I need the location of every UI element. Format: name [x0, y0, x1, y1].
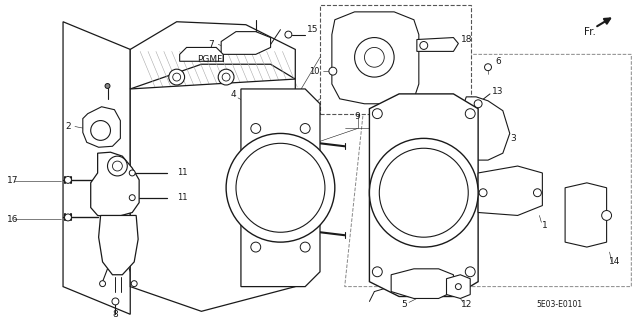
Polygon shape — [83, 107, 120, 147]
Text: 9: 9 — [355, 112, 360, 121]
Polygon shape — [369, 94, 478, 296]
Text: 16: 16 — [6, 215, 18, 224]
Circle shape — [113, 161, 122, 171]
Circle shape — [465, 267, 475, 277]
Polygon shape — [221, 32, 271, 54]
Circle shape — [108, 156, 127, 176]
Circle shape — [251, 242, 260, 252]
Circle shape — [218, 69, 234, 85]
Polygon shape — [565, 183, 607, 247]
Text: 6: 6 — [495, 57, 500, 66]
Polygon shape — [241, 89, 320, 286]
Circle shape — [222, 73, 230, 81]
Polygon shape — [478, 166, 542, 215]
Circle shape — [380, 148, 468, 237]
Text: 18: 18 — [461, 35, 473, 44]
Polygon shape — [131, 79, 295, 311]
Text: 13: 13 — [492, 87, 504, 96]
Circle shape — [456, 284, 461, 290]
Circle shape — [369, 138, 478, 247]
Text: 4: 4 — [230, 90, 236, 100]
Text: 2: 2 — [65, 122, 71, 131]
Polygon shape — [391, 269, 453, 299]
Text: 5: 5 — [401, 300, 407, 309]
Text: 15: 15 — [307, 25, 319, 34]
Circle shape — [465, 109, 475, 119]
Polygon shape — [447, 275, 470, 299]
Text: 10: 10 — [310, 67, 320, 76]
Text: 5E03-E0101: 5E03-E0101 — [536, 300, 582, 309]
Circle shape — [300, 242, 310, 252]
Circle shape — [129, 195, 135, 201]
Circle shape — [364, 48, 384, 67]
Circle shape — [105, 84, 110, 88]
Circle shape — [484, 64, 492, 71]
Text: 11: 11 — [177, 193, 187, 202]
Circle shape — [129, 170, 135, 176]
Circle shape — [226, 133, 335, 242]
Polygon shape — [460, 97, 509, 160]
Circle shape — [372, 267, 382, 277]
Text: 3: 3 — [511, 134, 516, 143]
Text: 14: 14 — [609, 257, 620, 266]
Circle shape — [372, 109, 382, 119]
Circle shape — [91, 121, 111, 140]
Circle shape — [65, 176, 72, 183]
Circle shape — [300, 123, 310, 133]
Circle shape — [285, 31, 292, 38]
Circle shape — [251, 123, 260, 133]
Polygon shape — [417, 38, 458, 51]
Polygon shape — [99, 215, 138, 275]
Polygon shape — [63, 22, 131, 314]
Circle shape — [479, 189, 487, 197]
Polygon shape — [345, 54, 631, 286]
Text: Fr.: Fr. — [584, 26, 596, 37]
Circle shape — [65, 214, 72, 221]
Text: 8: 8 — [113, 310, 118, 319]
Circle shape — [100, 281, 106, 286]
Circle shape — [355, 38, 394, 77]
Circle shape — [602, 211, 612, 220]
Text: 11: 11 — [177, 168, 187, 177]
Circle shape — [173, 73, 180, 81]
Text: 7: 7 — [209, 40, 214, 49]
Circle shape — [474, 100, 482, 108]
Text: PGMFI: PGMFI — [197, 55, 225, 64]
Circle shape — [112, 298, 119, 305]
Polygon shape — [332, 12, 419, 104]
Polygon shape — [91, 152, 139, 218]
Circle shape — [131, 281, 137, 286]
Polygon shape — [131, 22, 295, 89]
Text: 12: 12 — [461, 300, 472, 309]
Polygon shape — [180, 48, 223, 61]
Circle shape — [420, 41, 428, 49]
Circle shape — [534, 189, 541, 197]
Text: 1: 1 — [542, 221, 548, 230]
Text: 17: 17 — [6, 176, 18, 185]
Circle shape — [169, 69, 184, 85]
Circle shape — [236, 143, 325, 232]
Bar — [320, 5, 471, 114]
Circle shape — [329, 67, 337, 75]
